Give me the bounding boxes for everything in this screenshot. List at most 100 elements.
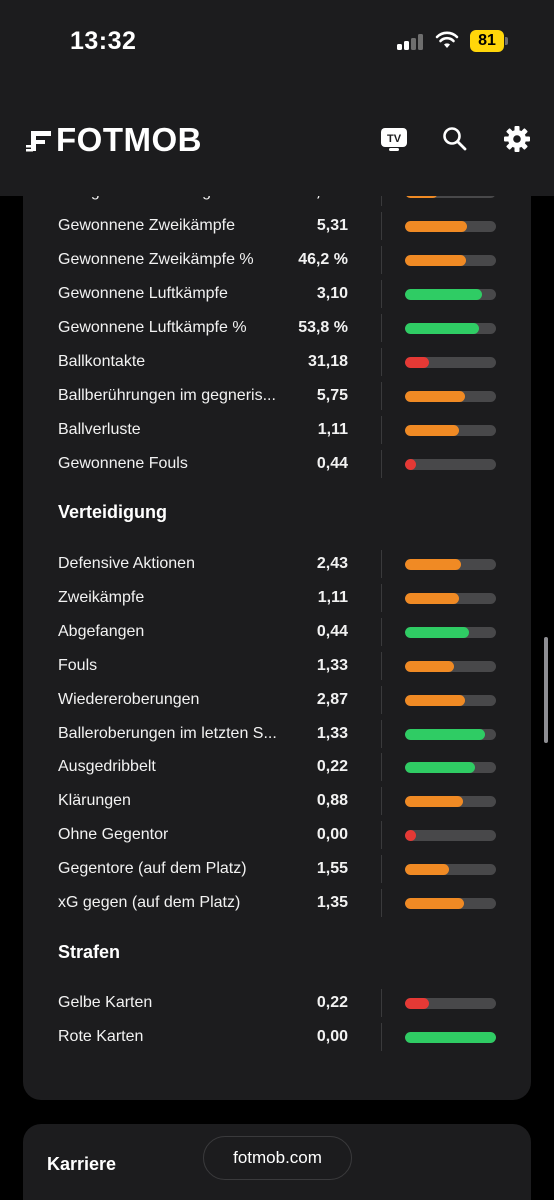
stat-divider bbox=[381, 617, 382, 646]
gear-icon[interactable] bbox=[502, 124, 532, 154]
percentile-bar bbox=[405, 459, 496, 470]
stat-row[interactable]: Ballverluste 1,11 bbox=[23, 414, 531, 448]
stat-divider bbox=[381, 583, 382, 612]
stat-divider bbox=[381, 821, 382, 850]
stat-divider bbox=[381, 651, 382, 680]
logo-mark-icon bbox=[26, 131, 51, 152]
stat-value: 0,44 bbox=[316, 455, 348, 472]
stat-row[interactable]: Wiedereroberungen 2,87 bbox=[23, 684, 531, 718]
stat-row[interactable]: Ohne Gegentor 0,00 bbox=[23, 819, 531, 853]
percentile-bar bbox=[405, 762, 496, 774]
percentile-bar bbox=[405, 559, 496, 570]
stat-value: 0,88 bbox=[316, 792, 348, 810]
stat-value: 0,22 bbox=[316, 758, 348, 776]
percentile-bar-fill bbox=[405, 762, 475, 774]
stat-label: Gelbe Karten bbox=[58, 994, 153, 1011]
stat-row[interactable]: Gewonnene Luftkämpfe % 53,8 % bbox=[23, 312, 531, 346]
stat-value: 1,11 bbox=[317, 421, 348, 438]
stat-divider bbox=[381, 787, 382, 816]
stat-row[interactable]: Gewonnene Zweikämpfe % 46,2 % bbox=[23, 244, 531, 278]
search-icon[interactable] bbox=[440, 124, 470, 154]
stat-divider bbox=[381, 416, 382, 444]
tv-icon-label: TV bbox=[387, 133, 402, 145]
stat-value: 1,33 bbox=[316, 656, 348, 674]
percentile-bar bbox=[405, 425, 496, 436]
tv-icon[interactable]: TV bbox=[379, 124, 409, 154]
percentile-bar-fill bbox=[405, 830, 416, 842]
percentile-bar-fill bbox=[405, 626, 469, 638]
stat-label: Zweikämpfe bbox=[58, 588, 145, 606]
percentile-bar-fill bbox=[405, 255, 466, 266]
stat-divider bbox=[381, 753, 382, 782]
stat-divider bbox=[381, 685, 382, 714]
stat-row[interactable]: xG gegen (auf dem Platz) 1,35 bbox=[23, 887, 531, 921]
wifi-icon bbox=[435, 31, 459, 48]
stat-label: Klärungen bbox=[58, 792, 131, 810]
stat-divider bbox=[381, 450, 382, 478]
stat-label: xG gegen (auf dem Platz) bbox=[58, 894, 241, 911]
stat-row[interactable]: Gegentore (auf dem Platz) 1,55 bbox=[23, 853, 531, 887]
stat-divider bbox=[381, 382, 382, 410]
stat-row[interactable]: Gewonnene Luftkämpfe 3,10 bbox=[23, 278, 531, 312]
battery-icon: 81 bbox=[470, 30, 504, 52]
percentile-bar bbox=[405, 255, 496, 266]
percentile-bar-fill bbox=[405, 459, 416, 470]
url-pill[interactable]: fotmob.com bbox=[203, 1136, 352, 1180]
percentile-bar bbox=[405, 660, 496, 672]
percentile-bar-fill bbox=[405, 728, 485, 740]
stat-divider bbox=[381, 855, 382, 884]
stat-label: Ballverluste bbox=[58, 421, 141, 438]
stat-row[interactable]: Fouls 1,33 bbox=[23, 650, 531, 684]
percentile-bar bbox=[405, 221, 496, 232]
percentile-bar-fill bbox=[405, 425, 459, 436]
fotmob-logo[interactable]: FOTMOB bbox=[26, 120, 202, 160]
career-title: Karriere bbox=[47, 1154, 117, 1174]
stat-value: 0,22 bbox=[316, 994, 348, 1011]
stat-divider bbox=[381, 246, 382, 274]
stat-row[interactable]: Gewonnene Fouls 0,44 bbox=[23, 448, 531, 482]
stats-card: Erfolgreiche Dribblings %37,5 %Gewonnene… bbox=[23, 150, 531, 1100]
stat-row[interactable]: Ausgedribbelt 0,22 bbox=[23, 751, 531, 785]
percentile-bar-fill bbox=[405, 998, 429, 1009]
section-title-verteidigung: Verteidigung bbox=[58, 502, 168, 522]
stat-value: 0,00 bbox=[316, 1028, 348, 1045]
stat-row[interactable]: Abgefangen 0,44 bbox=[23, 616, 531, 650]
percentile-bar-fill bbox=[405, 391, 465, 402]
stat-value: 3,10 bbox=[316, 285, 348, 302]
stat-label: Gegentore (auf dem Platz) bbox=[58, 860, 247, 878]
section-title-strafen: Strafen bbox=[58, 942, 121, 962]
percentile-bar-fill bbox=[405, 221, 467, 232]
percentile-bar-fill bbox=[405, 357, 429, 368]
stat-row[interactable]: Zweikämpfe 1,11 bbox=[23, 582, 531, 616]
percentile-bar bbox=[405, 796, 496, 808]
stat-divider bbox=[381, 550, 382, 578]
stat-divider bbox=[381, 314, 382, 342]
percentile-bar bbox=[405, 289, 496, 300]
stat-row[interactable]: Rote Karten 0,00 bbox=[23, 1021, 531, 1055]
stat-row[interactable]: Klärungen 0,88 bbox=[23, 785, 531, 819]
stat-row[interactable]: Gewonnene Zweikämpfe 5,31 bbox=[23, 210, 531, 244]
stat-label: Balleroberungen im letzten S... bbox=[58, 724, 277, 742]
stat-label: Gewonnene Fouls bbox=[58, 455, 188, 472]
percentile-bar-fill bbox=[405, 289, 482, 300]
stat-row[interactable]: Gelbe Karten 0,22 bbox=[23, 987, 531, 1021]
percentile-bar bbox=[405, 323, 496, 334]
stat-value: 53,8 % bbox=[298, 319, 348, 336]
percentile-bar-fill bbox=[405, 796, 463, 808]
stat-row[interactable]: Defensive Aktionen 2,43 bbox=[23, 548, 531, 582]
stat-value: 1,35 bbox=[316, 894, 348, 911]
stat-row[interactable]: Ballberührungen im gegneris... 5,75 bbox=[23, 380, 531, 414]
percentile-bar bbox=[405, 694, 496, 706]
stat-row[interactable]: Balleroberungen im letzten S... 1,33 bbox=[23, 718, 531, 752]
percentile-bar-fill bbox=[405, 660, 454, 672]
top-bar: 13:32 81 FOTMOB TV bbox=[0, 0, 554, 196]
logo-text: FOTMOB bbox=[56, 121, 202, 158]
stat-value: 31,18 bbox=[307, 353, 348, 370]
percentile-bar bbox=[405, 864, 496, 876]
percentile-bar-fill bbox=[405, 559, 461, 570]
stat-label: Rote Karten bbox=[58, 1028, 144, 1045]
stat-row[interactable]: Ballkontakte 31,18 bbox=[23, 346, 531, 380]
stat-value: 46,2 % bbox=[298, 251, 348, 268]
stat-divider bbox=[381, 719, 382, 748]
scrollbar[interactable] bbox=[544, 637, 548, 743]
